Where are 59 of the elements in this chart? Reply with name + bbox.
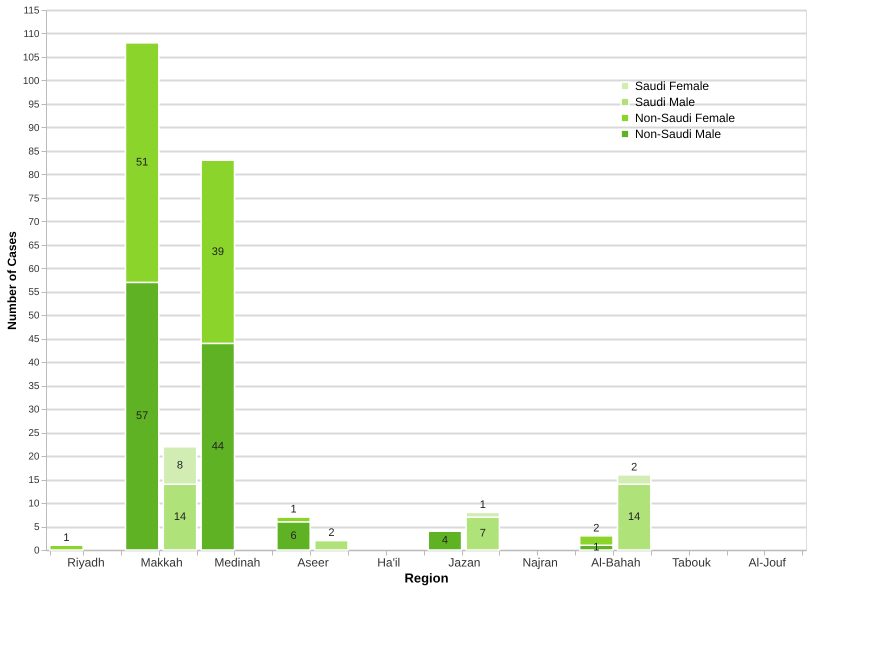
y-tick-label: 75 — [28, 193, 40, 204]
data-label: 51 — [136, 156, 148, 169]
data-label: 14 — [174, 511, 186, 524]
x-tick-label: Al-Jouf — [748, 556, 787, 570]
x-tick-label: Al-Bahah — [591, 556, 641, 570]
y-tick-label: 5 — [34, 522, 40, 534]
y-tick-label: 100 — [22, 76, 40, 87]
y-tick-label: 45 — [28, 334, 40, 346]
y-tick-label: 70 — [28, 216, 40, 228]
data-label: 1 — [480, 498, 486, 511]
legend-label: Saudi Female — [635, 79, 710, 93]
y-tick-label: 65 — [28, 240, 40, 252]
data-label: 39 — [212, 246, 224, 258]
y-tick-label: 25 — [28, 428, 40, 440]
data-label: 6 — [290, 530, 297, 542]
y-tick-label: 10 — [28, 498, 40, 510]
bar — [314, 540, 349, 551]
data-label: 4 — [442, 534, 448, 547]
y-tick-label: 55 — [28, 287, 40, 298]
y-tick-label: 30 — [28, 404, 40, 416]
y-tick-label: 90 — [28, 122, 40, 134]
data-label: 57 — [136, 410, 148, 422]
y-tick-label: 0 — [34, 546, 40, 556]
x-tick-label: Najran — [522, 556, 558, 570]
y-tick-label: 60 — [28, 264, 40, 275]
y-tick-label: 85 — [28, 146, 40, 158]
data-label: 2 — [631, 461, 638, 474]
y-tick-label: 105 — [22, 52, 40, 64]
legend-label: Saudi Male — [635, 95, 696, 109]
data-label: 1 — [290, 504, 297, 516]
x-axis-title: Region — [404, 570, 449, 586]
data-label: 2 — [593, 522, 600, 534]
x-tick-label: Riyadh — [67, 556, 105, 570]
x-tick-label: Jazan — [448, 556, 480, 570]
y-tick-label: 40 — [28, 358, 40, 369]
x-tick-label: Medinah — [214, 556, 260, 570]
y-tick-label: 110 — [24, 28, 40, 40]
y-axis-title: Number of Cases — [4, 230, 19, 330]
y-tick-label: 95 — [28, 99, 40, 110]
y-tick-label: 50 — [28, 310, 40, 322]
x-tick-label: Tabouk — [672, 556, 712, 570]
data-label: 14 — [628, 511, 640, 524]
legend-label: Non-Saudi Male — [635, 127, 722, 141]
bar — [428, 530, 462, 551]
y-tick-label: 35 — [28, 381, 40, 392]
data-label: 8 — [176, 459, 184, 472]
data-label: 2 — [328, 527, 334, 540]
x-tick-label: Aseer — [297, 556, 329, 570]
data-label: 44 — [212, 440, 224, 453]
y-tick-label: 20 — [28, 452, 40, 463]
x-tick-label: Ha'il — [377, 556, 400, 570]
y-tick-label: 80 — [28, 170, 40, 181]
x-tick-label: Makkah — [140, 556, 183, 570]
bar — [49, 544, 84, 551]
data-label: 7 — [480, 528, 486, 540]
y-tick-label: 115 — [24, 6, 40, 16]
legend-label: Non-Saudi Female — [635, 111, 736, 125]
y-tick-label: 15 — [28, 475, 40, 486]
data-label: 1 — [63, 532, 70, 544]
